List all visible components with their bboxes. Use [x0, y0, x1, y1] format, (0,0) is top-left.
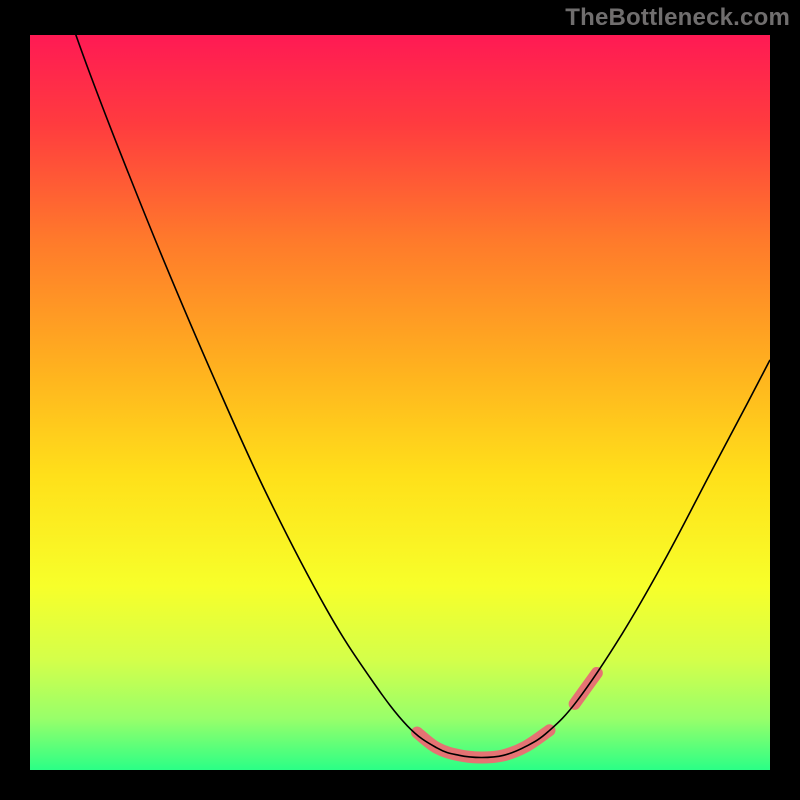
plot-area	[30, 35, 770, 770]
chart-frame: TheBottleneck.com	[0, 0, 800, 800]
gradient-background	[30, 35, 770, 770]
watermark-text: TheBottleneck.com	[565, 4, 790, 32]
curve-chart	[30, 35, 770, 770]
